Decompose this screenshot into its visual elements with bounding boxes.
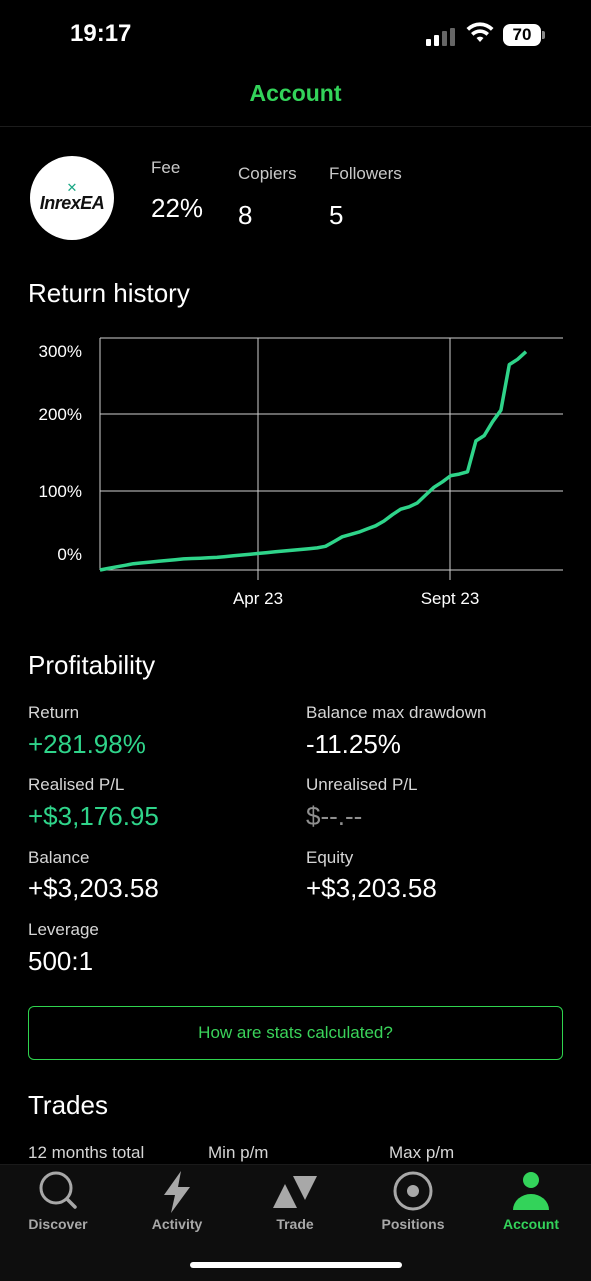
tab-trade-label: Trade xyxy=(245,1216,345,1232)
copiers-value: 8 xyxy=(238,200,252,231)
chart-y-tick-label: 0% xyxy=(57,545,82,564)
return-label: Return xyxy=(28,703,79,723)
followers-label: Followers xyxy=(329,164,402,184)
followers-value: 5 xyxy=(329,200,343,231)
chart-series-line xyxy=(100,352,526,570)
profitability-title: Profitability xyxy=(28,650,155,681)
fee-label: Fee xyxy=(151,158,180,178)
wifi-icon xyxy=(466,22,494,46)
equity-label: Equity xyxy=(306,848,353,868)
how-stats-calculated-button[interactable]: How are stats calculated? xyxy=(28,1006,563,1060)
leverage-label: Leverage xyxy=(28,920,99,940)
unrealised-pl-value: $--.-- xyxy=(306,801,362,832)
drawdown-value: -11.25% xyxy=(306,729,401,760)
tab-positions-label: Positions xyxy=(363,1216,463,1232)
battery-indicator: 70 xyxy=(503,24,541,46)
chart-y-tick-label: 100% xyxy=(39,482,82,501)
bolt-icon xyxy=(157,1170,197,1214)
logo-mark-icon: ✕ xyxy=(67,183,78,193)
drawdown-label: Balance max drawdown xyxy=(306,703,486,723)
unrealised-pl-label: Unrealised P/L xyxy=(306,775,418,795)
status-time: 19:17 xyxy=(70,20,131,48)
battery-nub xyxy=(542,31,545,39)
chart-y-tick-label: 200% xyxy=(39,405,82,424)
chart-x-tick-label: Apr 23 xyxy=(233,589,283,608)
realised-pl-label: Realised P/L xyxy=(28,775,124,795)
copiers-label: Copiers xyxy=(238,164,297,184)
balance-label: Balance xyxy=(28,848,89,868)
header-divider xyxy=(0,126,591,127)
trade-arrows-icon xyxy=(271,1170,319,1210)
return-value: +281.98% xyxy=(28,729,146,760)
return-history-title: Return history xyxy=(28,278,190,309)
tab-activity-label: Activity xyxy=(127,1216,227,1232)
avatar-logo-text: InrexEA xyxy=(40,193,105,214)
return-history-chart[interactable]: 0% 100% 200% 300% Apr 23 Sept 23 xyxy=(28,330,568,620)
trades-col-max: Max p/m xyxy=(389,1143,454,1163)
tab-account-label: Account xyxy=(481,1216,581,1232)
person-icon xyxy=(511,1170,551,1210)
avatar[interactable]: ✕ InrexEA xyxy=(30,156,114,240)
chart-y-tick-label: 300% xyxy=(39,342,82,361)
home-indicator[interactable] xyxy=(190,1262,402,1268)
trades-col-min: Min p/m xyxy=(208,1143,268,1163)
cellular-signal-icon xyxy=(426,28,456,46)
target-icon xyxy=(392,1170,434,1212)
chart-x-tick-label: Sept 23 xyxy=(421,589,480,608)
tab-discover-label: Discover xyxy=(8,1216,108,1232)
leverage-value: 500:1 xyxy=(28,946,93,977)
trades-title: Trades xyxy=(28,1090,108,1121)
search-icon xyxy=(38,1170,78,1210)
realised-pl-value: +$3,176.95 xyxy=(28,801,159,832)
fee-value: 22% xyxy=(151,193,203,224)
equity-value: +$3,203.58 xyxy=(306,873,437,904)
balance-value: +$3,203.58 xyxy=(28,873,159,904)
trades-col-12-months: 12 months total xyxy=(28,1143,144,1163)
page-title: Account xyxy=(0,80,591,107)
